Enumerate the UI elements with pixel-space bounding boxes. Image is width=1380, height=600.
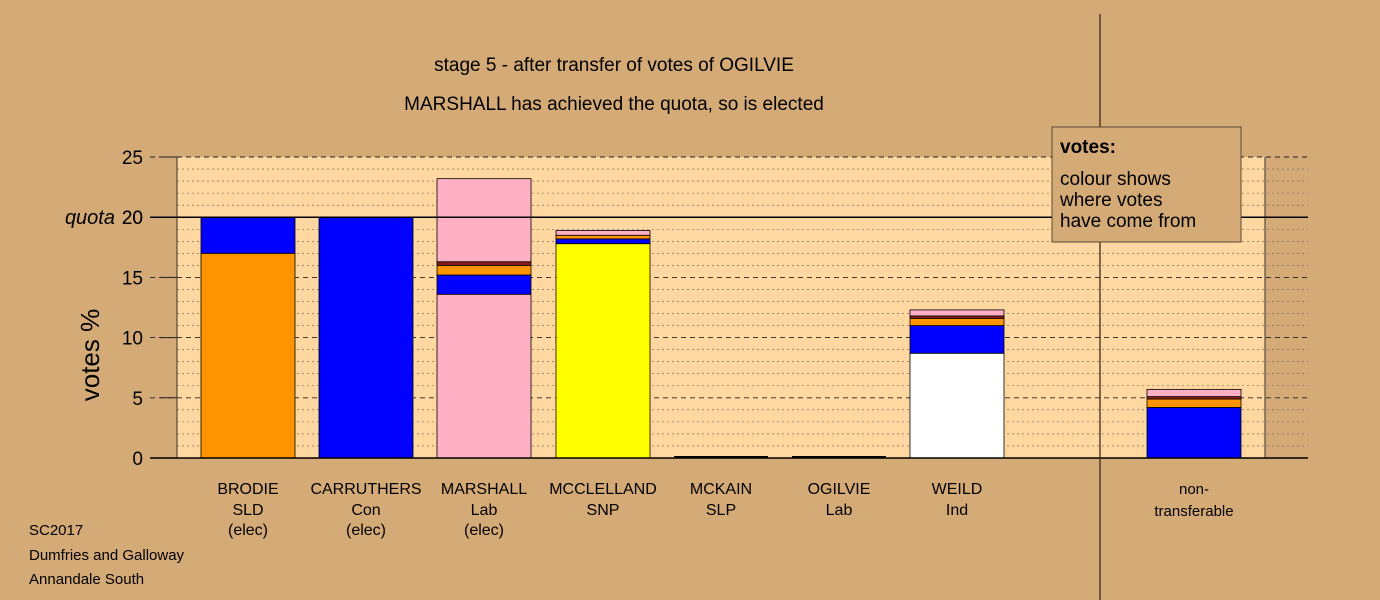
candidate-mcclelland-segment-con: [555, 238, 651, 245]
bars-group: [200, 178, 1242, 459]
candidate-weild-segment-sld: [909, 317, 1005, 326]
footer-ward: Annandale South: [29, 571, 144, 588]
non-transferable-segment-con: [1146, 407, 1242, 459]
candidate-marshall-segment-con: [436, 274, 532, 295]
y-tick-label: 20: [122, 208, 143, 229]
candidate-carruthers-bar: [318, 216, 414, 459]
quota-label: quota: [65, 207, 115, 229]
y-tick-label: 15: [122, 268, 143, 289]
candidate-party-label: SLD: [232, 502, 263, 519]
candidate-weild-segment-con: [909, 325, 1005, 354]
candidate-marshall-segment-lab: [436, 293, 532, 459]
legend-line-3: have come from: [1060, 211, 1196, 232]
y-tick-label: 25: [122, 148, 143, 169]
candidate-weild-bar: [909, 309, 1005, 459]
candidate-carruthers-segment-con: [318, 216, 414, 459]
candidate-weild-segment-ind: [909, 352, 1005, 459]
candidate-marshall-segment-sld: [436, 264, 532, 276]
candidate-name-label: MCCLELLAND: [549, 481, 657, 498]
candidate-party-label: SNP: [587, 502, 620, 519]
candidate-party-label: Lab: [471, 502, 498, 519]
candidate-mcclelland-bar: [555, 230, 651, 459]
candidate-marshall-segment-other: [436, 261, 532, 266]
candidate-brodie-segment-sld: [200, 252, 296, 459]
candidate-status-label: (elec): [228, 522, 268, 539]
non-transferable-segment-sld: [1146, 398, 1242, 408]
candidate-brodie-segment-con: [200, 216, 296, 254]
candidate-brodie-bar: [200, 216, 296, 459]
candidate-name-label: BRODIE: [217, 481, 278, 498]
candidate-mcclelland-segment-sld: [555, 234, 651, 240]
legend-title: votes:: [1060, 137, 1116, 158]
non-transferable-label-2: transferable: [1154, 503, 1233, 520]
candidate-mcclelland-segment-snp: [555, 243, 651, 459]
x-axis-labels: BRODIE SLD (elec) CARRUTHERS Con (elec) MARSHA…: [217, 481, 1233, 539]
candidate-party-label: Con: [351, 502, 380, 519]
chart-subtitle: MARSHALL has achieved the quota, so is e…: [404, 94, 824, 115]
non-transferable-label-1: non-: [1179, 481, 1209, 498]
candidate-party-label: Lab: [826, 502, 853, 519]
quota-value-label: 20: [122, 208, 143, 229]
footer-code: SC2017: [29, 522, 83, 539]
candidate-name-label: CARRUTHERS: [310, 481, 421, 498]
candidate-name-label: MARSHALL: [441, 481, 527, 498]
candidate-status-label: (elec): [464, 522, 504, 539]
y-tick-label: 0: [132, 449, 143, 470]
footer-region: Dumfries and Galloway: [29, 547, 185, 564]
candidate-weild-segment-lab: [909, 309, 1005, 317]
candidate-marshall-segment-lab: [436, 178, 532, 263]
legend-box: votes: colour shows where votes have com…: [1051, 126, 1242, 243]
candidate-mcclelland-segment-lab: [555, 230, 651, 236]
non-transferable-bar: [1146, 388, 1242, 459]
candidate-name-label: OGILVIE: [808, 481, 871, 498]
y-tick-label: 5: [132, 389, 143, 410]
candidate-marshall-bar: [436, 178, 532, 459]
legend-line-2: where votes: [1059, 190, 1162, 211]
y-axis-label: votes %: [75, 309, 105, 402]
candidate-party-label: Ind: [946, 502, 968, 519]
candidate-status-label: (elec): [346, 522, 386, 539]
y-tick-label: 10: [122, 329, 143, 350]
candidate-name-label: WEILD: [932, 481, 983, 498]
chart-title: stage 5 - after transfer of votes of OGI…: [434, 55, 794, 76]
legend-line-1: colour shows: [1060, 169, 1171, 190]
candidate-name-label: MCKAIN: [690, 481, 752, 498]
non-transferable-segment-lab: [1146, 388, 1242, 397]
candidate-party-label: SLP: [706, 502, 736, 519]
